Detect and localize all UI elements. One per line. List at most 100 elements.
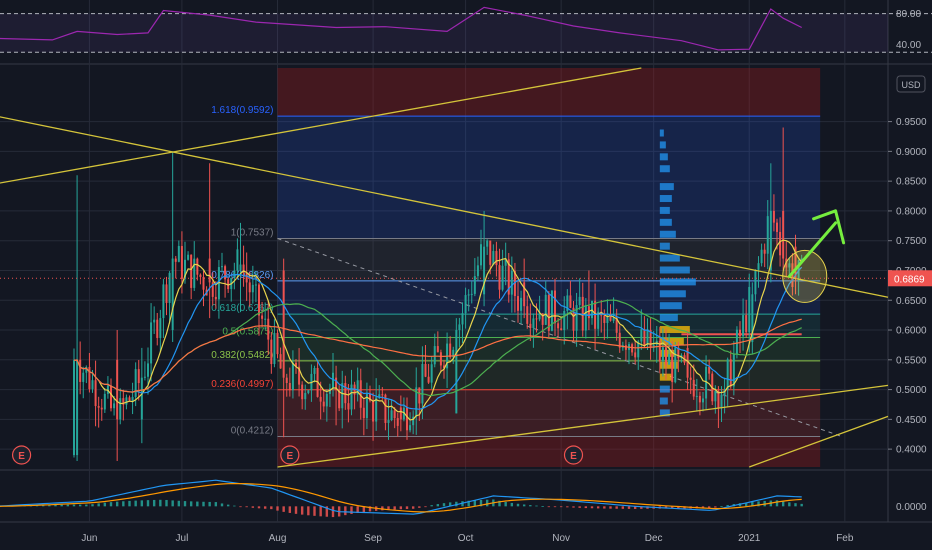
candle-body xyxy=(187,254,190,260)
candle-body xyxy=(328,388,331,394)
y-tick-label: 0.9500 xyxy=(896,117,927,128)
candle-body xyxy=(612,318,615,321)
trendline xyxy=(0,116,889,298)
macd-histogram-bar xyxy=(757,501,760,507)
x-tick-label: Sep xyxy=(364,533,382,544)
candle-body xyxy=(689,377,692,380)
macd-histogram-bar xyxy=(313,506,316,516)
candle-body xyxy=(180,246,183,279)
candle-body xyxy=(584,305,587,331)
macd-histogram-bar xyxy=(707,506,711,509)
candle-body xyxy=(288,383,291,391)
fib-level-label: 0.382(0.5482) xyxy=(211,350,273,361)
candle-body xyxy=(473,276,476,294)
candle-body xyxy=(701,398,705,403)
candle-body xyxy=(760,249,763,264)
candle-body xyxy=(532,318,535,329)
macd-histogram-bar xyxy=(485,499,489,507)
candle-body xyxy=(91,380,94,390)
candle-body xyxy=(322,401,325,407)
volume-profile-bar xyxy=(659,242,670,250)
ma-fast-line xyxy=(73,239,803,421)
macd-histogram-bar xyxy=(78,504,82,507)
candle-body xyxy=(264,318,267,320)
macd-histogram-bar xyxy=(467,500,470,507)
macd-histogram-bar xyxy=(633,506,637,509)
candle-body xyxy=(313,367,316,374)
macd-histogram-bar xyxy=(208,501,211,507)
candle-body xyxy=(557,323,560,329)
candle-body xyxy=(100,407,103,410)
macd-histogram-bar xyxy=(146,500,150,507)
candle-body xyxy=(587,306,590,319)
fib-level-label: 0.236(0.4997) xyxy=(211,379,273,390)
macd-histogram-bar xyxy=(640,506,643,509)
candle-body xyxy=(455,330,458,414)
candle-body xyxy=(261,315,264,319)
candle-body xyxy=(550,290,553,331)
macd-histogram-bar xyxy=(214,502,218,507)
macd-histogram-bar xyxy=(183,501,187,507)
macd-histogram-bar xyxy=(91,504,94,507)
candle-body xyxy=(298,366,301,385)
candle-body xyxy=(341,383,344,409)
candle-body xyxy=(190,254,193,288)
candle-body xyxy=(698,395,701,403)
macd-histogram-bar xyxy=(498,500,501,507)
macd-histogram-bar xyxy=(781,501,785,507)
candle-body xyxy=(775,222,779,232)
candle-body xyxy=(779,231,782,256)
trendline xyxy=(749,415,889,468)
candle-body xyxy=(751,294,754,342)
macd-tick-label: 0.0000 xyxy=(896,502,927,513)
candle-body xyxy=(757,263,760,270)
candle-body xyxy=(131,396,134,401)
candle-body xyxy=(495,251,498,266)
earnings-marker xyxy=(563,445,584,465)
ma-mid-line xyxy=(73,266,803,410)
candle-body xyxy=(732,354,735,387)
candle-body xyxy=(415,387,418,417)
candle-body xyxy=(103,393,106,410)
macd-histogram-bar xyxy=(288,506,292,513)
candle-body xyxy=(560,328,563,330)
candle-body xyxy=(217,267,220,300)
candle-body xyxy=(671,354,674,383)
candle-body xyxy=(646,329,649,345)
macd-histogram-bar xyxy=(356,506,359,514)
candle-body xyxy=(692,379,695,397)
y-tick-label: 0.8000 xyxy=(896,206,927,217)
candle-body xyxy=(652,344,655,348)
candle-body xyxy=(717,390,720,409)
candle-body xyxy=(695,395,698,397)
x-tick-label: Aug xyxy=(269,533,287,544)
volume-profile-bar xyxy=(659,183,674,191)
trendline xyxy=(277,384,889,468)
macd-histogram-bar xyxy=(362,506,366,513)
volume-profile-bar xyxy=(659,314,678,322)
candle-body xyxy=(368,393,372,401)
candle-body xyxy=(254,284,257,286)
earnings-marker-label: E xyxy=(18,451,25,462)
y-tick-label: 0.6500 xyxy=(896,296,927,307)
fib-zone xyxy=(277,360,821,390)
macd-histogram-bar xyxy=(726,505,729,507)
candle-body xyxy=(276,332,279,355)
candle-body xyxy=(338,389,341,409)
candle-body xyxy=(109,385,113,409)
candle-body xyxy=(319,396,322,402)
macd-histogram-bar xyxy=(418,506,421,508)
macd-histogram-bar xyxy=(226,504,230,507)
candle-body xyxy=(553,290,557,324)
candle-body xyxy=(726,359,729,390)
fib-zone xyxy=(277,337,821,361)
candle-body xyxy=(664,347,668,365)
candle-body xyxy=(224,266,227,280)
macd-histogram-bar xyxy=(140,500,144,507)
candle-body xyxy=(791,263,794,288)
candle-body xyxy=(146,363,150,377)
macd-histogram-bar xyxy=(189,501,193,507)
macd-histogram-bar xyxy=(171,500,174,507)
fib-level-label: 1(0.7537) xyxy=(231,227,274,238)
volume-profile-bar xyxy=(659,129,664,137)
